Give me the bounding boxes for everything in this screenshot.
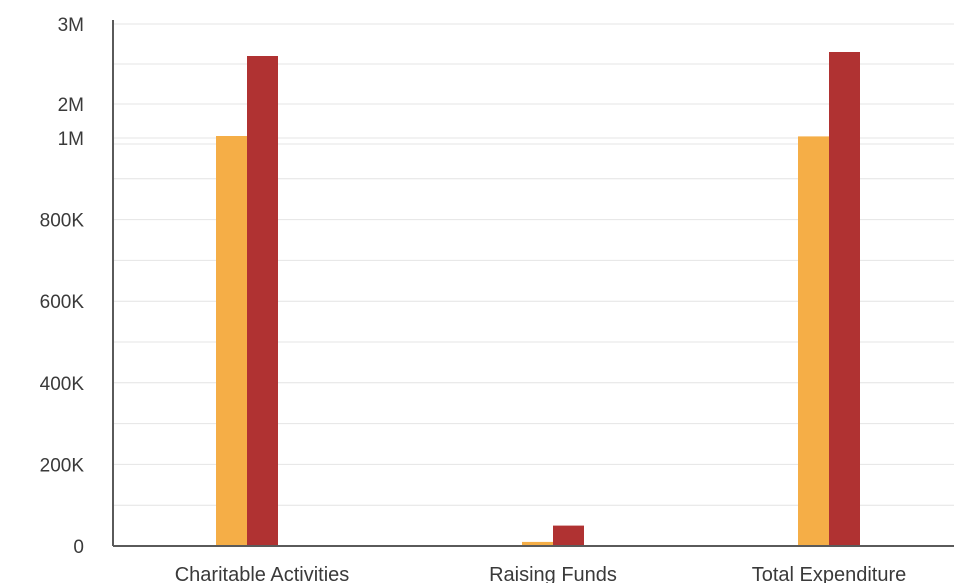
bars (216, 52, 860, 546)
bar-series2 (553, 525, 584, 546)
y-tick-label: 3M (58, 15, 84, 36)
y-tick-label: 600K (40, 292, 85, 313)
y-tick-label: 2M (58, 95, 84, 116)
bar-series2 (247, 56, 278, 546)
x-tick-label: Raising Funds (489, 564, 617, 583)
y-tick-label: 0 (73, 537, 84, 558)
bar-series1 (522, 541, 553, 546)
x-tick-labels: Charitable Activities Raising Funds Total … (175, 564, 907, 583)
bar-series1 (798, 136, 829, 546)
y-tick-label: 800K (40, 211, 85, 232)
y-tick-label: 200K (40, 455, 85, 476)
y-tick-label: 1M (58, 129, 84, 150)
bar-series1 (216, 136, 247, 546)
x-tick-label: Total Expenditure (752, 564, 907, 583)
x-tick-label: Charitable Activities (175, 564, 350, 583)
y-tick-labels: 0 200K 400K 600K 800K 1M 2M 3M (40, 15, 85, 558)
y-tick-label: 400K (40, 374, 85, 395)
bar-series2 (829, 52, 860, 546)
